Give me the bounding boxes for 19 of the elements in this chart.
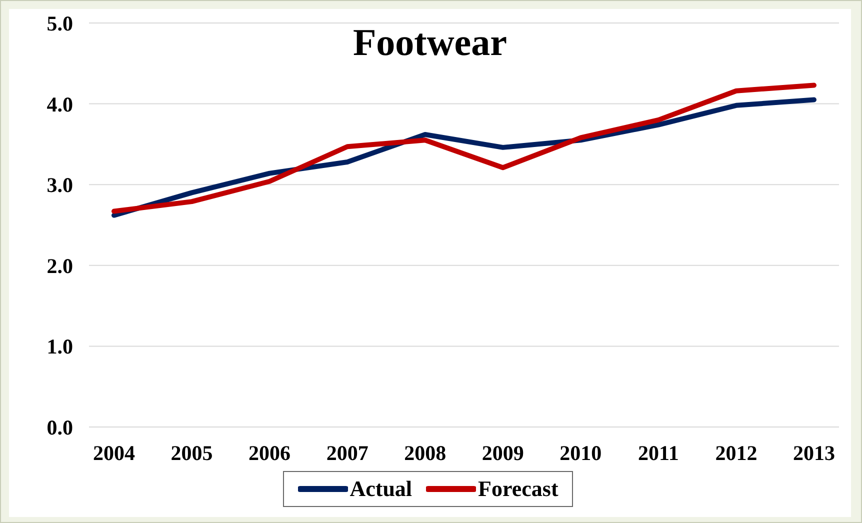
legend-label: Actual (348, 476, 412, 502)
x-tick-label: 2009 (482, 440, 524, 465)
legend-label: Forecast (477, 476, 558, 502)
y-tick-label: 1.0 (46, 334, 73, 359)
y-tick-label: 4.0 (46, 92, 73, 116)
chart-title: Footwear (352, 22, 508, 64)
x-tick-label: 2007 (326, 440, 368, 465)
x-tick-label: 2006 (248, 440, 291, 465)
x-tick-label: 2008 (404, 440, 446, 465)
x-tick-label: 2012 (715, 440, 758, 465)
y-tick-label: 2.0 (46, 254, 73, 278)
x-tick-label: 2013 (793, 440, 835, 465)
y-tick-label: 5.0 (46, 11, 73, 36)
x-tick-label: 2004 (93, 440, 136, 465)
x-tick-label: 2011 (638, 440, 679, 465)
y-tick-label: 3.0 (46, 173, 73, 198)
y-tick-label: 0.0 (46, 415, 73, 440)
x-tick-label: 2005 (170, 440, 213, 465)
x-tick-label: 2010 (560, 440, 602, 465)
